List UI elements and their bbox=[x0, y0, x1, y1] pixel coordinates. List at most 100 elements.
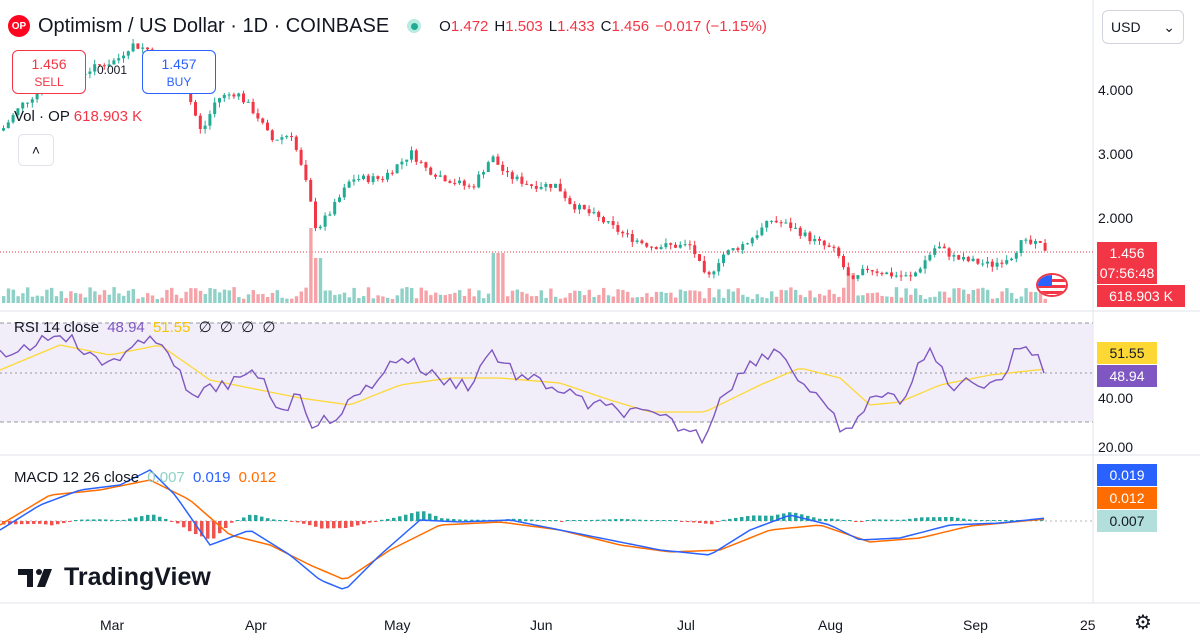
volume-bars bbox=[2, 228, 1047, 303]
rsi-ma-line bbox=[0, 344, 1045, 413]
macd-hist-bar bbox=[470, 519, 474, 521]
candle-body bbox=[688, 244, 692, 246]
symbol-title[interactable]: Optimism / US Dollar · 1D · COINBASE bbox=[38, 14, 390, 37]
high-label: H bbox=[494, 17, 506, 35]
volume-bar bbox=[510, 290, 515, 303]
candle-body bbox=[818, 238, 821, 241]
price-change: −0.017 (−1.15%) bbox=[655, 17, 767, 35]
macd-hist-bar bbox=[242, 517, 246, 521]
macd-hist-bar bbox=[224, 521, 228, 528]
candle-body bbox=[218, 98, 221, 103]
volume-bar bbox=[35, 295, 39, 303]
macd-hist-bar bbox=[644, 519, 648, 521]
volume-bar bbox=[2, 296, 6, 303]
macd-hist-bar bbox=[674, 520, 678, 521]
volume-bar bbox=[194, 288, 198, 303]
buy-button[interactable]: 1.457 BUY bbox=[142, 50, 216, 94]
candle-body bbox=[597, 212, 601, 218]
candle-body bbox=[1038, 241, 1042, 243]
macd-hist-bar bbox=[392, 517, 396, 521]
candle-body bbox=[962, 257, 965, 260]
market-status-icon[interactable] bbox=[407, 19, 422, 33]
rsi-empty-3: ∅ bbox=[241, 319, 255, 336]
settings-gear-icon[interactable]: ⚙ bbox=[1134, 612, 1152, 634]
volume-bar bbox=[534, 296, 539, 303]
volume-bar bbox=[270, 292, 275, 303]
sell-button[interactable]: 1.456 SELL bbox=[12, 50, 86, 94]
volume-bar bbox=[117, 293, 121, 303]
currency-select[interactable]: USD ⌄ bbox=[1102, 10, 1184, 44]
volume-bar bbox=[894, 287, 899, 303]
macd-hist-bar bbox=[890, 519, 894, 521]
candle-body bbox=[947, 248, 951, 257]
symbol-header[interactable]: OP Optimism / US Dollar · 1D · COINBASE … bbox=[8, 12, 767, 40]
macd-hist-bar bbox=[1004, 520, 1008, 521]
us-flag-icon[interactable] bbox=[1036, 273, 1068, 297]
volume-bar bbox=[722, 297, 726, 303]
candle-body bbox=[755, 235, 759, 239]
macd-hist-bar bbox=[668, 520, 672, 521]
candle-body bbox=[842, 255, 845, 268]
candle-body bbox=[674, 244, 677, 248]
macd-hist-bar bbox=[278, 519, 282, 521]
candle-body bbox=[525, 183, 529, 185]
volume-bar bbox=[856, 295, 860, 303]
volume-legend[interactable]: Vol · OP 618.903 K bbox=[14, 108, 142, 125]
volume-bar bbox=[395, 295, 399, 303]
ohlc-values: O1.472 H1.503 L1.433 C1.456 −0.017 (−1.1… bbox=[439, 18, 767, 35]
volume-bar bbox=[525, 293, 529, 303]
volume-bar bbox=[405, 287, 409, 303]
candle-body bbox=[707, 272, 711, 275]
volume-bar bbox=[808, 290, 812, 303]
macd-hist-bar bbox=[872, 519, 876, 521]
volume-bar bbox=[976, 288, 980, 303]
candle-body bbox=[923, 260, 927, 269]
macd-hist-bar bbox=[170, 521, 174, 522]
rsi-legend[interactable]: RSI 14 close 48.94 51.55 ∅ ∅ ∅ ∅ bbox=[14, 318, 279, 336]
x-tick-apr: Apr bbox=[245, 617, 267, 633]
macd-hist-bar bbox=[992, 520, 996, 521]
candle-body bbox=[357, 178, 361, 180]
candle-body bbox=[798, 227, 802, 236]
macd-hist-bar bbox=[854, 521, 858, 522]
candle-body bbox=[222, 94, 226, 99]
candle-body bbox=[832, 246, 836, 248]
volume-bar bbox=[496, 253, 500, 303]
candle-body bbox=[736, 248, 740, 250]
volume-bar bbox=[256, 294, 260, 303]
volume-bar bbox=[40, 296, 44, 303]
collapse-legend-button[interactable]: ˄ bbox=[18, 134, 54, 166]
chevron-down-icon: ⌄ bbox=[1163, 18, 1175, 35]
macd-hist-bar bbox=[920, 517, 924, 521]
volume-bar bbox=[904, 288, 908, 303]
volume-bar bbox=[419, 287, 423, 303]
candle-body bbox=[966, 257, 970, 262]
macd-hist-bar bbox=[692, 521, 696, 523]
candle-body bbox=[870, 270, 874, 272]
macd-hist-bar bbox=[86, 519, 90, 521]
candle-body bbox=[885, 272, 889, 275]
candle-body bbox=[88, 71, 92, 74]
volume-bar bbox=[246, 294, 251, 303]
candle-body bbox=[640, 240, 644, 244]
volume-bar bbox=[986, 289, 990, 303]
volume-bar bbox=[530, 296, 534, 303]
macd-legend[interactable]: MACD 12 26 close 0.007 0.019 0.012 bbox=[14, 469, 280, 486]
macd-hist-bar bbox=[398, 516, 402, 521]
tradingview-brand[interactable]: TradingView bbox=[18, 563, 211, 592]
chevron-up-icon: ˄ bbox=[31, 142, 41, 158]
macd-hist-bar bbox=[884, 519, 888, 521]
macd-hist-bar bbox=[128, 518, 132, 521]
candle-body bbox=[827, 245, 831, 247]
candle-body bbox=[602, 217, 605, 223]
candle-body bbox=[266, 122, 269, 131]
candle-body bbox=[237, 93, 241, 97]
volume-bar bbox=[544, 297, 548, 303]
macd-hist-bar bbox=[368, 521, 372, 523]
candle-body bbox=[390, 172, 394, 174]
volume-bar bbox=[443, 295, 447, 303]
low-value: 1.433 bbox=[557, 17, 595, 35]
candle-body bbox=[587, 209, 591, 214]
candle-body bbox=[136, 43, 140, 49]
